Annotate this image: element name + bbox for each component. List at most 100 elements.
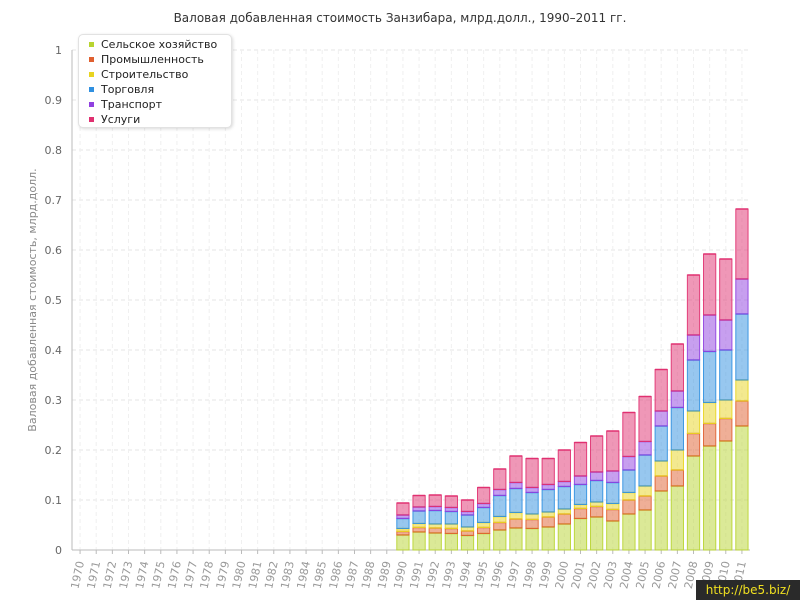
bar-segment[interactable] xyxy=(622,499,636,515)
bar-segment[interactable] xyxy=(541,489,555,513)
bar-segment[interactable] xyxy=(428,532,442,551)
bar-segment[interactable] xyxy=(557,449,571,482)
bar-segment[interactable] xyxy=(654,475,668,492)
bar-segment[interactable] xyxy=(670,449,684,471)
bar-segment[interactable] xyxy=(428,510,442,525)
bar-segment[interactable] xyxy=(573,475,588,485)
bar-segment[interactable] xyxy=(703,253,717,316)
bar-segment[interactable] xyxy=(735,379,749,402)
bar-segment[interactable] xyxy=(573,484,588,505)
bar-segment[interactable] xyxy=(719,418,733,442)
bar-segment[interactable] xyxy=(638,441,652,456)
bar-segment[interactable] xyxy=(493,529,507,551)
bar-segment[interactable] xyxy=(541,526,555,551)
bar-segment[interactable] xyxy=(703,423,717,447)
legend-item-transport[interactable]: Транспорт xyxy=(89,98,162,112)
bar-segment[interactable] xyxy=(412,495,426,508)
bar-segment[interactable] xyxy=(670,469,684,487)
bar-segment[interactable] xyxy=(670,343,684,392)
bar-segment[interactable] xyxy=(703,314,717,352)
bar-segment[interactable] xyxy=(654,460,668,477)
bar-segment[interactable] xyxy=(606,470,620,483)
bar-segment[interactable] xyxy=(509,455,523,483)
bar-segment[interactable] xyxy=(573,518,588,551)
legend-item-industry[interactable]: Промышленность xyxy=(89,53,204,67)
bar-segment[interactable] xyxy=(493,522,507,531)
bar-segment[interactable] xyxy=(444,511,458,525)
bar-segment[interactable] xyxy=(477,487,491,504)
bar-segment[interactable] xyxy=(557,523,571,551)
bar-segment[interactable] xyxy=(670,407,684,451)
bar-segment[interactable] xyxy=(493,495,507,517)
bar-segment[interactable] xyxy=(493,516,507,523)
bar-segment[interactable] xyxy=(622,492,636,501)
bar-segment[interactable] xyxy=(573,442,588,477)
bar-segment[interactable] xyxy=(590,435,604,473)
bar-segment[interactable] xyxy=(686,433,701,457)
bar-segment[interactable] xyxy=(719,349,733,401)
bar-segment[interactable] xyxy=(670,390,684,408)
bar-segment[interactable] xyxy=(638,509,652,551)
bar-segment[interactable] xyxy=(719,440,733,551)
bar-segment[interactable] xyxy=(654,425,668,462)
bar-segment[interactable] xyxy=(428,494,442,507)
bar-segment[interactable] xyxy=(525,492,539,515)
bar-segment[interactable] xyxy=(735,425,749,551)
bar-segment[interactable] xyxy=(735,313,749,381)
bar-segment[interactable] xyxy=(412,531,426,551)
bar-segment[interactable] xyxy=(509,488,523,513)
bar-segment[interactable] xyxy=(444,495,458,508)
legend-item-construction[interactable]: Строительство xyxy=(89,68,188,82)
bar-segment[interactable] xyxy=(638,454,652,487)
bar-segment[interactable] xyxy=(719,319,733,351)
bar-segment[interactable] xyxy=(735,278,749,315)
bar-segment[interactable] xyxy=(460,499,475,512)
bar-segment[interactable] xyxy=(622,456,636,471)
watermark-link[interactable]: http://be5.biz/ xyxy=(696,580,800,600)
bar-segment[interactable] xyxy=(396,518,410,529)
bar-segment[interactable] xyxy=(590,480,604,503)
bar-segment[interactable] xyxy=(541,458,555,485)
bar-segment[interactable] xyxy=(735,208,749,280)
bar-segment[interactable] xyxy=(719,258,733,321)
bar-segment[interactable] xyxy=(557,486,571,510)
bar-segment[interactable] xyxy=(654,410,668,427)
bar-segment[interactable] xyxy=(622,513,636,551)
bar-segment[interactable] xyxy=(509,512,523,520)
bar-segment[interactable] xyxy=(525,519,539,529)
bar-segment[interactable] xyxy=(477,527,491,534)
bar-segment[interactable] xyxy=(638,485,652,497)
bar-segment[interactable] xyxy=(686,334,701,361)
bar-segment[interactable] xyxy=(638,495,652,511)
bar-segment[interactable] xyxy=(719,399,733,419)
bar-segment[interactable] xyxy=(703,351,717,403)
bar-segment[interactable] xyxy=(412,510,426,524)
bar-segment[interactable] xyxy=(525,458,539,488)
bar-segment[interactable] xyxy=(444,533,458,551)
bar-segment[interactable] xyxy=(686,359,701,412)
bar-segment[interactable] xyxy=(606,503,620,510)
bar-segment[interactable] xyxy=(460,535,475,551)
bar-segment[interactable] xyxy=(477,533,491,551)
bar-segment[interactable] xyxy=(654,369,668,412)
bar-segment[interactable] xyxy=(493,468,507,490)
bar-segment[interactable] xyxy=(557,513,571,525)
bar-segment[interactable] xyxy=(622,412,636,457)
bar-segment[interactable] xyxy=(638,396,652,442)
legend-item-services[interactable]: Услуги xyxy=(89,113,140,127)
bar-segment[interactable] xyxy=(606,520,620,551)
bar-segment[interactable] xyxy=(670,485,684,551)
bar-segment[interactable] xyxy=(686,455,701,551)
legend-item-agriculture[interactable]: Сельское хозяйство xyxy=(89,38,217,52)
bar-segment[interactable] xyxy=(606,430,620,472)
bar-segment[interactable] xyxy=(396,534,410,551)
bar-segment[interactable] xyxy=(590,506,604,518)
bar-segment[interactable] xyxy=(525,528,539,551)
bar-segment[interactable] xyxy=(703,402,717,424)
bar-segment[interactable] xyxy=(590,471,604,481)
bar-segment[interactable] xyxy=(606,509,620,522)
bar-segment[interactable] xyxy=(509,482,523,489)
bar-segment[interactable] xyxy=(735,400,749,427)
bar-segment[interactable] xyxy=(703,445,717,551)
bar-segment[interactable] xyxy=(509,518,523,529)
